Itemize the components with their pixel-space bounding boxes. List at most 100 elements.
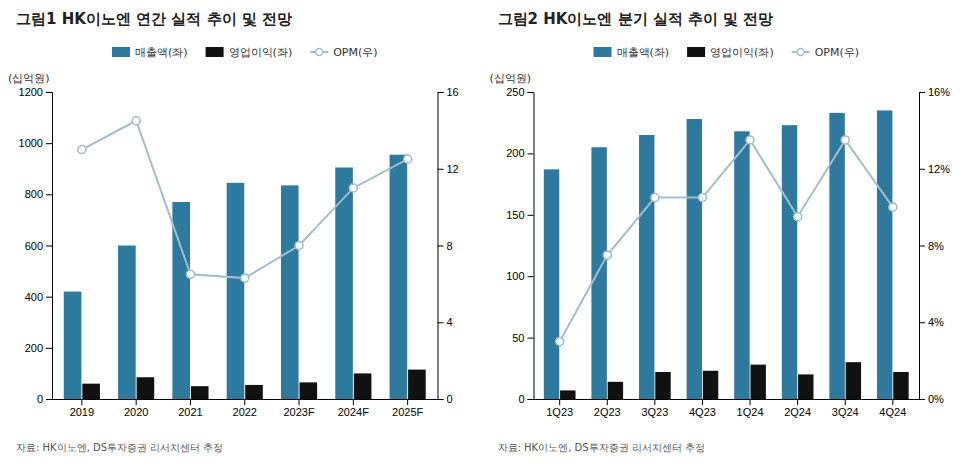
legend-item: OPM(우) [792,46,859,59]
y2-axis-tick-label: 12% [928,163,950,175]
y2-axis-tick: 12 [438,163,459,175]
x-axis-tick: 2021 [178,399,202,418]
marker [349,184,357,192]
y2-axis-tick-label: 8 [447,240,453,252]
bar [877,110,892,399]
bar [608,382,623,399]
chart-canvas: 그림1 HK이노엔 연간 실적 추이 및 전망20192020202120222… [0,0,963,469]
y2-axis: 0 4 8 12 16 [438,86,459,405]
marker [241,274,249,282]
y2-axis-tick: 12% [919,163,950,175]
y-axis: 020040060080010001200 [19,86,53,405]
y2-axis-tick: 4% [919,316,944,328]
y-axis-tick: 100 [506,270,533,282]
legend-label: 매출액(좌) [617,46,670,59]
plot-area: 20192020202120222023F2024F2025F020040060… [8,72,459,418]
x-axis-tick-label: 2021 [178,406,202,418]
y-axis-tick: 400 [25,291,52,303]
x-axis-tick-label: 2025F [392,406,423,418]
y-axis-tick-mark [528,215,534,216]
x-axis-tick-label: 2Q23 [594,406,621,418]
x-axis-tick-mark [559,399,560,405]
legend-swatch [112,47,130,57]
x-axis-tick-label: 1Q24 [737,406,764,418]
x-axis-tick-mark [353,399,354,405]
x-axis-tick-label: 3Q23 [641,406,668,418]
marks [64,117,426,399]
bar [687,119,702,399]
y-axis-tick: 800 [25,188,52,200]
y-axis-tick-label: 400 [25,291,43,303]
y-axis-tick: 0 [37,393,52,405]
annotation: 자료: HK이노엔, DS투자증권 리서치센터 추정 [498,442,705,453]
y-axis-label: (십억원) [8,72,50,85]
y-axis-tick: 200 [25,342,52,354]
y-axis-tick-label: 1000 [19,137,43,149]
chart-title: 그림2 HK이노엔 분기 실적 추이 및 전망 [498,10,774,28]
y-axis-tick-mark [46,194,52,195]
y2-axis-tick-label: 16 [447,86,459,98]
bar [655,372,670,399]
y-axis-tick-mark [528,399,534,400]
y-axis-tick-label: 0 [518,393,524,405]
x-axis-tick-mark [299,399,300,405]
bar [82,384,100,399]
y-axis-tick-label: 250 [506,86,524,98]
y2-axis-tick-mark [919,399,925,400]
y-axis-line [528,93,535,400]
bar [408,370,426,399]
x-axis-tick-mark [750,399,751,405]
y2-axis-tick-label: 16% [928,86,950,98]
y-axis-tick-mark [46,246,52,247]
x-axis-tick-mark [702,399,703,405]
x-axis: 1Q232Q233Q234Q231Q242Q243Q244Q24 [534,399,920,418]
y-axis-tick: 0 [518,393,533,405]
bar [544,169,559,399]
marker [186,270,194,278]
y2-axis-tick-mark [438,322,444,323]
marker [295,242,303,250]
y-axis-tick: 200 [506,147,533,159]
y2-axis-tick: 8 [438,240,453,252]
legend: 매출액(좌)영업이익(좌)OPM(우) [594,46,860,59]
x-axis-tick-mark [81,399,82,405]
x-axis-tick-label: 2020 [124,406,148,418]
bar [703,371,718,399]
bar [300,382,318,399]
bar [390,155,408,399]
x-axis-tick-mark [190,399,191,405]
y2-axis-tick-label: 0 [447,393,453,405]
bar [560,390,575,399]
x-axis-tick-mark [607,399,608,405]
y2-axis-tick-mark [438,399,444,400]
y-axis-tick-mark [46,297,52,298]
bar [750,365,765,399]
y2-axis-tick: 4 [438,316,453,328]
y2-axis-tick: 16% [919,86,950,98]
y-axis-tick-label: 1200 [19,86,43,98]
y-axis-tick-mark [528,92,534,93]
x-axis-tick: 4Q23 [689,399,716,418]
legend-label: 매출액(좌) [135,46,188,59]
y-axis-tick-mark [46,143,52,144]
legend-label: OPM(우) [333,46,377,59]
y-axis-tick-mark [528,276,534,277]
legend: 매출액(좌)영업이익(좌)OPM(우) [112,46,378,59]
x-axis-tick: 2024F [338,399,369,418]
marker [889,203,897,211]
y-axis-tick: 1000 [19,137,52,149]
marker [603,251,611,259]
bar-series [560,362,909,399]
x-axis-tick-label: 2Q24 [784,406,811,418]
y-axis-tick-mark [528,338,534,339]
x-axis-tick-mark [136,399,137,405]
legend-item: 매출액(좌) [594,46,670,59]
bar [798,374,813,399]
bar [64,292,82,399]
x-axis-tick: 2020 [124,399,148,418]
y2-axis-tick-label: 8% [928,240,944,252]
x-axis-tick-mark [892,399,893,405]
y-axis-tick-label: 100 [506,270,524,282]
x-axis-tick-label: 4Q23 [689,406,716,418]
y2-axis-tick-mark [919,322,925,323]
